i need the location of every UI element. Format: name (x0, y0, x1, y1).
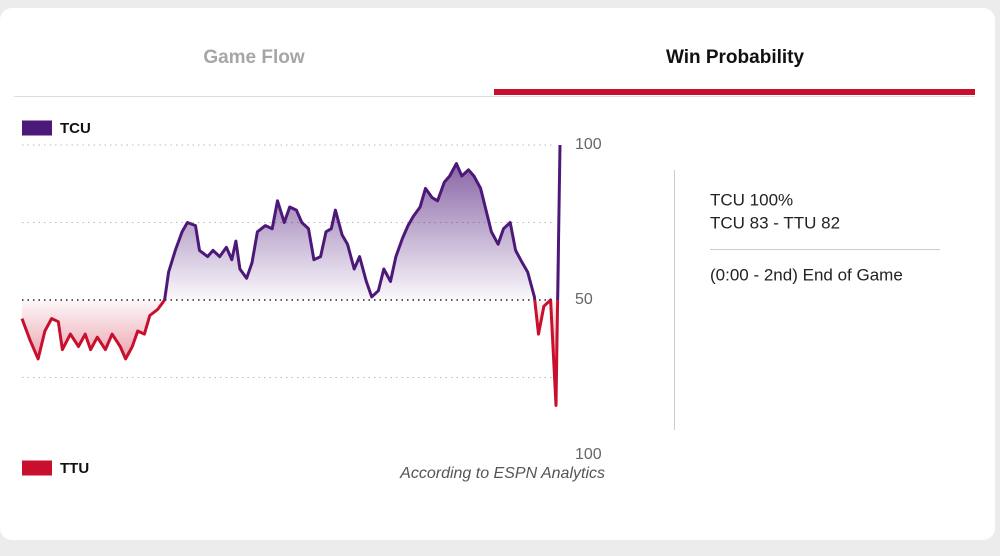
tab-indicator (494, 89, 975, 95)
y-tick-label: 100 (575, 136, 602, 153)
legend-swatch (22, 460, 52, 476)
y-tick-label: 100 (575, 446, 602, 463)
info-probability: TCU 100% (710, 190, 793, 209)
annotation: According to ESPN Analytics (399, 465, 605, 482)
tab[interactable]: Game Flow (203, 47, 305, 68)
y-tick-label: 50 (575, 291, 593, 308)
info-score: TCU 83 - TTU 82 (710, 213, 840, 232)
legend-swatch (22, 120, 52, 136)
legend-label: TCU (60, 120, 91, 137)
tab-active[interactable]: Win Probability (666, 47, 805, 68)
area (22, 145, 560, 406)
info-status: (0:00 - 2nd) End of Game (710, 265, 903, 284)
line (20, 144, 562, 407)
legend-label: TTU (60, 460, 89, 477)
